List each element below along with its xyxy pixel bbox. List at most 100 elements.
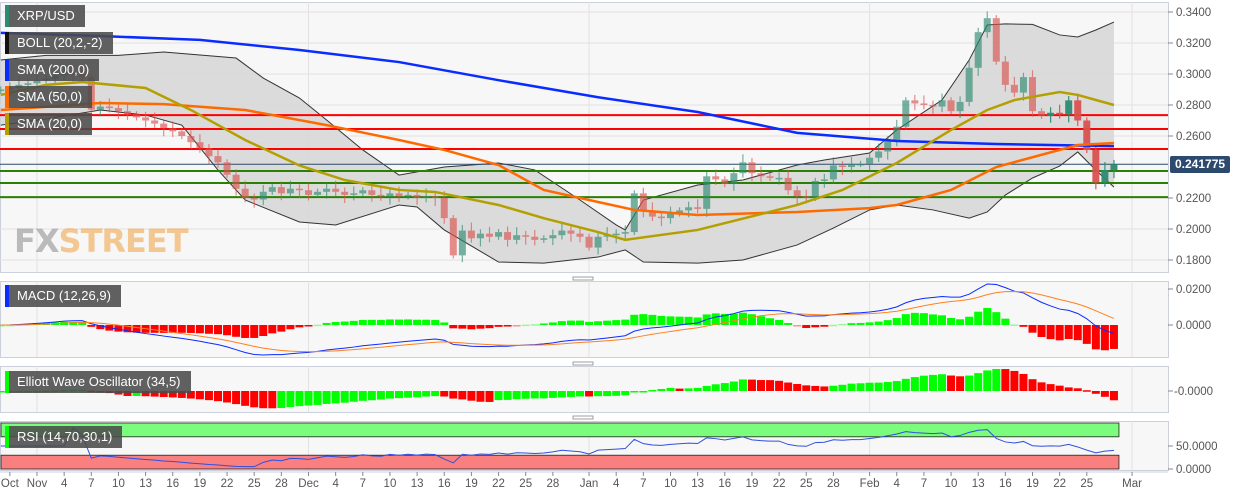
x-tick-label: 13 (411, 478, 424, 490)
macd-histogram-bar (96, 325, 105, 330)
candle-body (694, 207, 702, 209)
ewo-histogram-bar (666, 387, 675, 391)
candle-body (359, 190, 367, 194)
x-tick-label: 22 (773, 478, 786, 490)
ewo-histogram-bar (467, 391, 476, 401)
macd-histogram-bar (1073, 325, 1082, 341)
candle-body (386, 193, 394, 197)
candle-body (1083, 120, 1091, 150)
macd-histogram-bar (711, 313, 720, 325)
candle-body (504, 232, 512, 240)
x-tick-label: 28 (275, 478, 288, 490)
x-tick-label: 13 (972, 478, 985, 490)
ewo-histogram-bar (422, 391, 431, 397)
macd-panel[interactable]: 0.0200 0.0000 (0, 283, 1211, 356)
ewo-histogram-bar (1028, 379, 1037, 391)
candle (268, 184, 276, 195)
macd-histogram-bar (838, 323, 847, 326)
resize-handle[interactable] (572, 276, 594, 281)
macd-histogram-bar (268, 325, 277, 334)
macd-histogram-bar (458, 325, 467, 329)
x-tick-label: 7 (88, 478, 94, 490)
legend-macd[interactable]: MACD (12,26,9) (5, 285, 121, 307)
candle (449, 215, 457, 259)
macd-histogram-bar (168, 325, 177, 333)
x-tick-label: 16 (718, 478, 731, 490)
candle-body (259, 191, 267, 200)
rsi-tick-label: 0.0000 (1176, 464, 1211, 476)
macd-histogram-bar (0, 325, 5, 327)
candle-body (929, 105, 937, 107)
macd-histogram-bar (693, 317, 702, 325)
candle-body (965, 67, 973, 102)
legend-sma20[interactable]: SMA (20,0) (5, 113, 93, 135)
ewo-histogram-bar (132, 391, 141, 396)
candle (694, 199, 702, 214)
ewo-histogram-bar (286, 391, 295, 408)
ewo-histogram-bar (223, 391, 232, 403)
candle-body (314, 191, 322, 195)
candle-body (594, 236, 602, 248)
ewo-histogram-bar (675, 388, 684, 391)
price-tick-label: 0.2600 (1176, 131, 1211, 143)
candle (1074, 93, 1082, 127)
candle-body (983, 18, 991, 33)
macd-histogram-bar (1091, 325, 1100, 350)
candle-body (766, 176, 774, 178)
candle (431, 192, 439, 207)
ewo-histogram-bar (259, 391, 268, 409)
ewo-histogram-bar (820, 386, 829, 391)
x-tick-label: 25 (800, 478, 813, 490)
candle (259, 184, 267, 206)
candle-body (0, 89, 5, 92)
legend-rsi[interactable]: RSI (14,70,30,1) (5, 426, 123, 448)
macd-histogram-bar (983, 307, 992, 325)
candle (504, 226, 512, 247)
candle (549, 229, 557, 246)
legend-symbol[interactable]: XRP/USD (5, 5, 85, 27)
macd-histogram-bar (431, 319, 440, 325)
candle (992, 15, 1000, 65)
legend-sma200[interactable]: SMA (200,0) (5, 59, 100, 81)
macd-histogram-bar (675, 316, 684, 325)
macd-histogram-bar (159, 325, 168, 333)
macd-histogram-bar (512, 325, 521, 327)
candle-body (1010, 84, 1018, 93)
ewo-histogram-bar (186, 391, 195, 399)
candle (558, 222, 566, 240)
ewo-histogram-bar (711, 384, 720, 391)
candle (848, 157, 855, 173)
candle (232, 169, 240, 196)
candle (748, 158, 756, 182)
macd-histogram-bar (639, 314, 648, 325)
ewo-histogram-bar (413, 391, 422, 398)
ewo-histogram-bar (431, 391, 440, 397)
macd-histogram-bar (1100, 325, 1109, 351)
macd-histogram-bar (938, 315, 946, 325)
macd-histogram-bar (114, 325, 123, 332)
candle-body (205, 148, 213, 157)
candle (956, 96, 964, 119)
ewo-histogram-bar (376, 391, 385, 400)
resize-handle[interactable] (572, 361, 594, 366)
candle (314, 188, 322, 198)
price-panel[interactable] (0, 11, 1168, 264)
x-tick-label: Mar (1122, 478, 1142, 490)
candle (476, 229, 484, 247)
legend-sma50[interactable]: SMA (50,0) (5, 86, 93, 108)
resize-handle[interactable] (572, 415, 594, 420)
macd-histogram-bar (250, 325, 259, 338)
candle (784, 169, 792, 195)
candle (151, 112, 159, 128)
macd-histogram-bar (811, 325, 820, 328)
macd-histogram-bar (892, 318, 901, 325)
x-tick-label: 7 (640, 478, 646, 490)
candle (621, 225, 629, 240)
rsi-panel[interactable]: 50.0000 0.0000 (0, 422, 1218, 476)
candle (875, 143, 883, 163)
ewo-histogram-bar (947, 375, 956, 391)
legend-boll[interactable]: BOLL (20,2,-2) (5, 32, 113, 54)
legend-ewo[interactable]: Elliott Wave Oscillator (34,5) (5, 371, 191, 393)
macd-histogram-bar (684, 316, 693, 325)
